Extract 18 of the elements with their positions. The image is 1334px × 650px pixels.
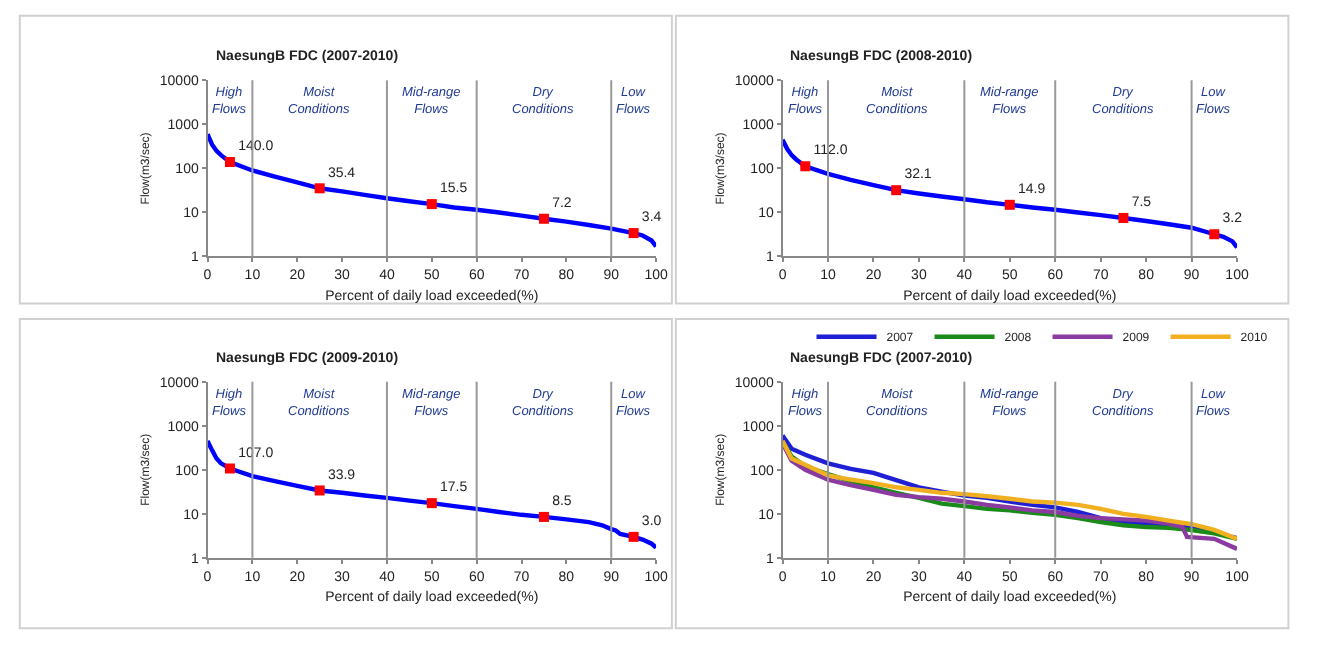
point: [314, 485, 325, 496]
point: [314, 183, 325, 194]
point: [1209, 229, 1220, 240]
line-series: [782, 137, 1238, 250]
point: [891, 185, 902, 196]
point: [426, 498, 437, 509]
point: [538, 213, 549, 224]
point: [224, 156, 235, 167]
point: [426, 199, 437, 210]
point: [1004, 199, 1015, 210]
point: [538, 511, 549, 522]
point: [1118, 212, 1129, 223]
point: [628, 228, 639, 239]
point: [800, 161, 811, 172]
point: [628, 531, 639, 542]
line-series: [207, 438, 657, 550]
point: [224, 463, 235, 474]
line-series: [207, 131, 657, 249]
